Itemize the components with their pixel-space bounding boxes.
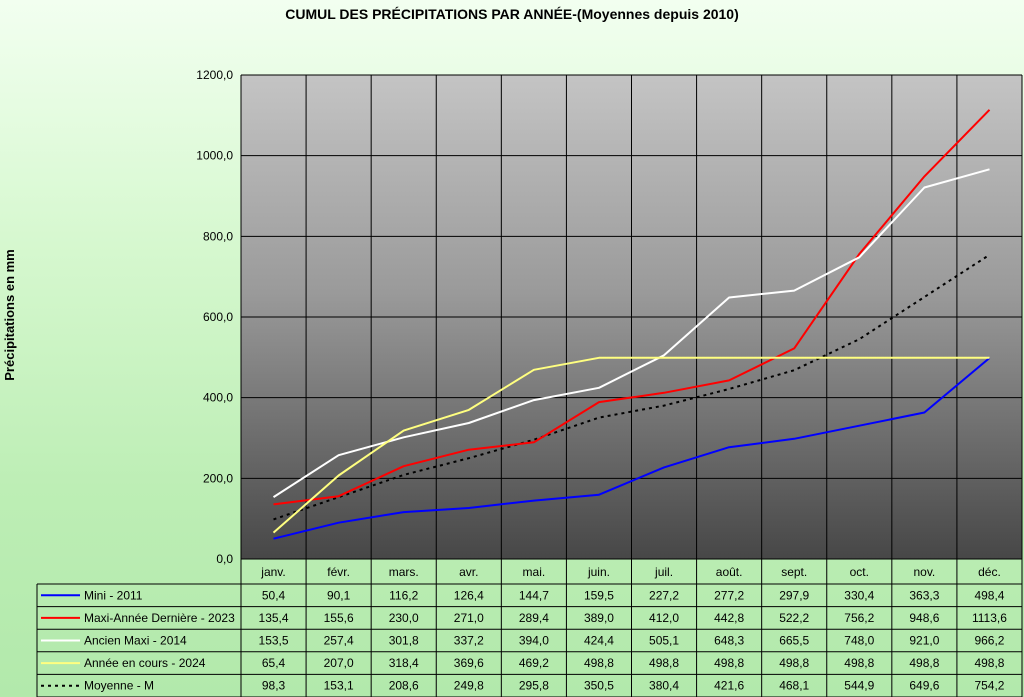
table-cell: 271,0 — [454, 611, 484, 625]
table-cell: 230,0 — [389, 611, 419, 625]
table-cell: 297,9 — [779, 588, 809, 602]
series-name: Ancien Maxi - 2014 — [84, 634, 187, 648]
y-tick-label: 1200,0 — [196, 68, 233, 82]
table-cell: 649,6 — [909, 679, 939, 693]
table-cell: 350,5 — [584, 679, 614, 693]
series-line-3 — [272, 168, 990, 498]
table-cell: 442,8 — [714, 611, 744, 625]
category-label: juin. — [587, 565, 610, 579]
category-label: mars. — [389, 565, 419, 579]
table-cell: 135,4 — [259, 611, 289, 625]
table-cell: 754,2 — [974, 679, 1004, 693]
table-cell: 468,1 — [779, 679, 809, 693]
series-name: Année en cours - 2024 — [84, 656, 206, 670]
table-cell: 208,6 — [389, 679, 419, 693]
data-table: janv. févr. mars. avr. mai. juin. juil. août. se… — [36, 559, 1023, 697]
table-cell: 498,8 — [779, 656, 809, 670]
category-label: déc. — [978, 565, 1001, 579]
table-cell: 505,1 — [649, 634, 679, 648]
table-cell: 301,8 — [389, 634, 419, 648]
y-tick-label: 400,0 — [203, 391, 233, 405]
category-label: août. — [716, 565, 743, 579]
table-cell: 153,5 — [259, 634, 289, 648]
table-cell: 389,0 — [584, 611, 614, 625]
chart-title: CUMUL DES PRÉCIPITATIONS PAR ANNÉE-(Moye… — [285, 6, 739, 22]
category-label: avr. — [459, 565, 478, 579]
category-label: sept. — [781, 565, 807, 579]
category-label: mai. — [523, 565, 546, 579]
category-label: janv. — [260, 565, 285, 579]
table-cell: 144,7 — [519, 588, 549, 602]
table-cell: 948,6 — [909, 611, 939, 625]
y-tick-label: 600,0 — [203, 310, 233, 324]
table-cell: 412,0 — [649, 611, 679, 625]
y-tick-label: 0,0 — [216, 552, 233, 566]
table-cell: 380,4 — [649, 679, 679, 693]
series-line-1 — [273, 357, 991, 540]
series-lines — [272, 109, 991, 540]
table-cell: 90,1 — [327, 588, 351, 602]
series-name: Maxi-Année Dernière - 2023 — [84, 611, 235, 625]
table-cell: 318,4 — [389, 656, 419, 670]
table-cell: 277,2 — [714, 588, 744, 602]
table-cell: 498,8 — [909, 656, 939, 670]
category-label: nov. — [913, 565, 935, 579]
y-tick-label: 800,0 — [203, 229, 233, 243]
table-cell: 498,8 — [844, 656, 874, 670]
table-cell: 394,0 — [519, 634, 549, 648]
table-cell: 498,4 — [974, 588, 1004, 602]
table-cell: 257,4 — [324, 634, 354, 648]
category-label: févr. — [327, 565, 350, 579]
y-tick-label: 1000,0 — [196, 149, 233, 163]
series-name: Mini - 2011 — [84, 588, 143, 602]
table-cell: 648,3 — [714, 634, 744, 648]
table-cell: 50,4 — [262, 588, 286, 602]
table-cell: 98,3 — [262, 679, 286, 693]
table-cell: 544,9 — [844, 679, 874, 693]
table-cell: 665,5 — [779, 634, 809, 648]
table-cell: 748,0 — [844, 634, 874, 648]
y-axis-ticks: 0,0 200,0 400,0 600,0 800,0 1000,0 1200,0 — [196, 68, 233, 566]
table-cell: 424,4 — [584, 634, 614, 648]
grid-lines — [240, 74, 1023, 560]
series-name: Moyenne - M — [84, 679, 154, 693]
table-cell: 498,8 — [714, 656, 744, 670]
category-label: oct. — [850, 565, 869, 579]
table-cell: 369,6 — [454, 656, 484, 670]
table-cell: 363,3 — [909, 588, 939, 602]
table-cell: 289,4 — [519, 611, 549, 625]
table-cell: 966,2 — [974, 634, 1004, 648]
table-cell: 295,8 — [519, 679, 549, 693]
table-cell: 498,8 — [649, 656, 679, 670]
table-cell: 249,8 — [454, 679, 484, 693]
table-cell: 126,4 — [454, 588, 484, 602]
table-cell: 498,8 — [584, 656, 614, 670]
table-cell: 227,2 — [649, 588, 679, 602]
table-cell: 155,6 — [324, 611, 354, 625]
series-line-2 — [273, 109, 991, 506]
table-cell: 153,1 — [324, 679, 354, 693]
y-tick-label: 200,0 — [203, 471, 233, 485]
series-line-5 — [273, 253, 991, 521]
table-cell: 469,2 — [519, 656, 549, 670]
table-cell: 1113,6 — [972, 611, 1007, 625]
table-cell: 522,2 — [779, 611, 809, 625]
table-cell: 498,8 — [974, 656, 1004, 670]
table-cell: 421,6 — [714, 679, 744, 693]
table-cell: 756,2 — [844, 611, 874, 625]
table-cell: 116,2 — [389, 588, 418, 602]
table-cell: 207,0 — [324, 656, 354, 670]
category-label: juil. — [654, 565, 673, 579]
table-cell: 330,4 — [844, 588, 874, 602]
table-cell: 337,2 — [454, 634, 484, 648]
series-line-4 — [272, 356, 990, 534]
table-cell: 921,0 — [909, 634, 939, 648]
table-cell: 159,5 — [584, 588, 614, 602]
table-cell: 65,4 — [262, 656, 286, 670]
y-axis-label: Précipitations en mm — [2, 249, 17, 380]
